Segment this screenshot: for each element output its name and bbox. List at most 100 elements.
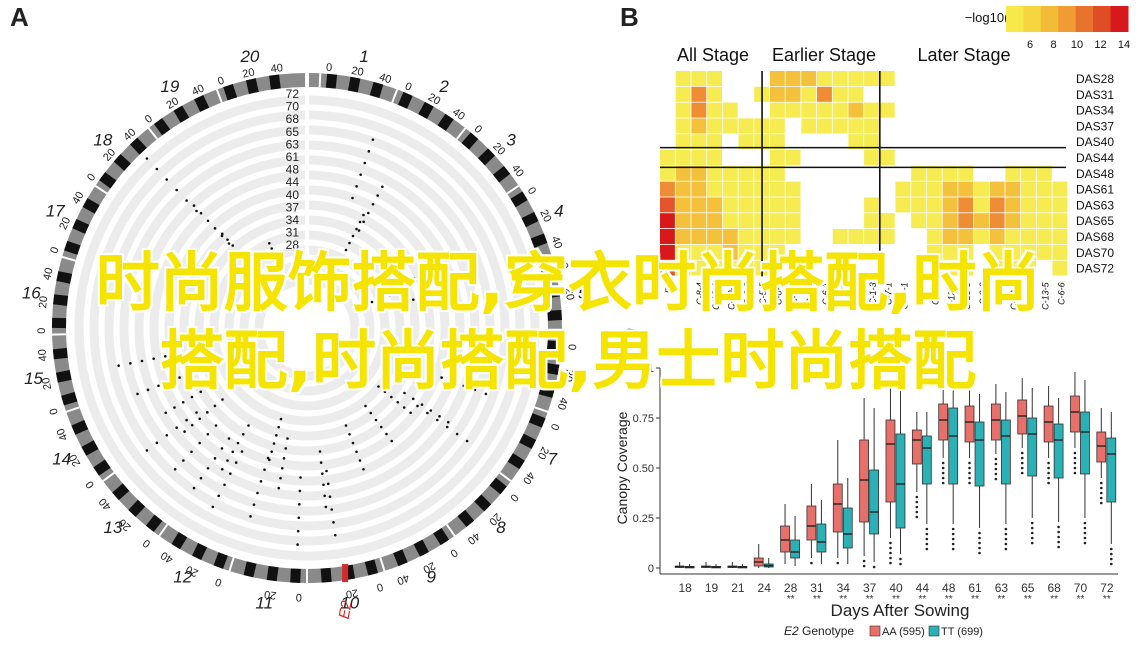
chromosome-label: 5 — [578, 283, 588, 302]
box-outlier — [915, 495, 919, 499]
signal-point — [411, 397, 415, 401]
heatmap-cell — [660, 71, 675, 86]
signal-point — [140, 359, 144, 363]
heatmap-cell — [675, 165, 691, 181]
column-label: C-9-3 — [978, 282, 988, 305]
heatmap-cell — [895, 197, 911, 213]
heatmap-cell — [722, 165, 738, 181]
box-outlier — [1099, 486, 1103, 490]
legend-swatch — [1040, 6, 1059, 32]
heatmap-cell — [1021, 197, 1036, 213]
chromosome-marker — [112, 483, 130, 501]
signal-point — [371, 138, 375, 141]
signal-point — [358, 459, 362, 462]
heatmap-cell — [895, 229, 911, 244]
heatmap-cell — [864, 197, 879, 213]
heatmap-cell — [817, 86, 832, 102]
heatmap-cell — [1052, 260, 1068, 276]
chromosome-label: 4 — [554, 201, 563, 220]
heatmap-cell — [707, 213, 722, 229]
heatmap-cell — [738, 86, 754, 102]
signal-point — [390, 287, 393, 291]
heatmap-cell — [974, 165, 989, 181]
signal-point — [206, 466, 210, 470]
chromosome-marker — [52, 347, 68, 360]
signal-point — [259, 480, 263, 483]
chromosome-marker — [413, 539, 429, 557]
heatmap-cell — [707, 197, 722, 213]
box-outlier — [941, 476, 945, 480]
heatmap-cell — [722, 213, 738, 229]
heatmap-cell — [926, 118, 942, 134]
chromosome-label: 18 — [93, 130, 112, 149]
legend-swatch — [1110, 6, 1129, 32]
heatmap-cell — [738, 118, 754, 134]
heatmap-cell — [942, 181, 958, 197]
chromosome-tick: 0 — [48, 407, 61, 416]
chromosome-tick: 0 — [565, 344, 577, 351]
signal-point — [328, 495, 332, 498]
box-outlier — [1110, 547, 1113, 551]
chromosome-label: 3 — [506, 130, 516, 149]
heatmap-cell — [911, 229, 927, 244]
column-label: C-13-1 — [711, 282, 721, 310]
chromosome-marker — [61, 391, 78, 406]
chromosome-tick: 40 — [520, 469, 537, 486]
chromosome-tick: 20 — [164, 95, 181, 112]
heatmap-cell — [817, 134, 832, 150]
heatmap-cell — [926, 71, 942, 86]
chromosome-marker — [507, 453, 525, 470]
box-outlier — [1047, 466, 1050, 470]
box-outlier — [915, 510, 919, 514]
heatmap-cell — [989, 118, 1005, 134]
legend-swatch — [869, 625, 881, 637]
heatmap-cell — [864, 71, 879, 86]
signal-point — [324, 505, 328, 509]
y-axis-label: Canopy Coverage — [614, 411, 630, 524]
box-body — [964, 405, 975, 443]
signal-point — [379, 425, 383, 429]
signal-point — [220, 447, 224, 450]
chromosome-tick: 0 — [325, 62, 332, 74]
heatmap-cell — [722, 244, 738, 260]
heatmap-cell — [1036, 181, 1052, 197]
heatmap-cell — [1036, 150, 1052, 165]
column-label: C-1-4 — [994, 282, 1004, 305]
heatmap-cell — [675, 134, 691, 150]
box-outlier — [899, 562, 902, 566]
heatmap-cell — [958, 181, 974, 197]
chromosome-marker — [521, 211, 539, 228]
heatmap-cell — [1021, 86, 1036, 102]
signal-point — [240, 450, 244, 453]
heatmap-cell — [675, 86, 691, 102]
signal-point — [436, 418, 439, 422]
significance-marker: ** — [866, 594, 874, 605]
heatmap-cell — [801, 244, 817, 260]
signal-point — [155, 167, 159, 171]
signal-point — [220, 234, 224, 238]
heatmap-cell — [769, 86, 785, 102]
box-body — [1096, 431, 1107, 463]
signal-point — [446, 289, 450, 292]
signal-point — [298, 503, 301, 506]
heatmap-cell — [848, 229, 864, 244]
x-tick-label: 65 — [1021, 581, 1035, 595]
heatmap-cell — [911, 197, 927, 213]
heatmap-cell — [1005, 181, 1021, 197]
significance-marker: ** — [918, 594, 926, 605]
column-label: C-12-1 — [946, 282, 956, 310]
chromosome-marker — [492, 165, 511, 183]
heatmap-cell — [738, 260, 754, 276]
chromosome-marker — [55, 370, 72, 383]
box-outlier — [941, 471, 945, 475]
signal-point — [297, 516, 301, 520]
x-tick-label: 48 — [942, 581, 956, 595]
heatmap-cell — [1021, 71, 1036, 86]
box-outlier — [951, 547, 955, 551]
box-body — [816, 523, 827, 553]
box-outlier — [1099, 501, 1103, 505]
heatmap-cell — [895, 213, 911, 229]
chromosome-marker — [364, 559, 379, 576]
signal-point — [183, 430, 186, 433]
chromosome-tick: 20 — [241, 66, 256, 80]
